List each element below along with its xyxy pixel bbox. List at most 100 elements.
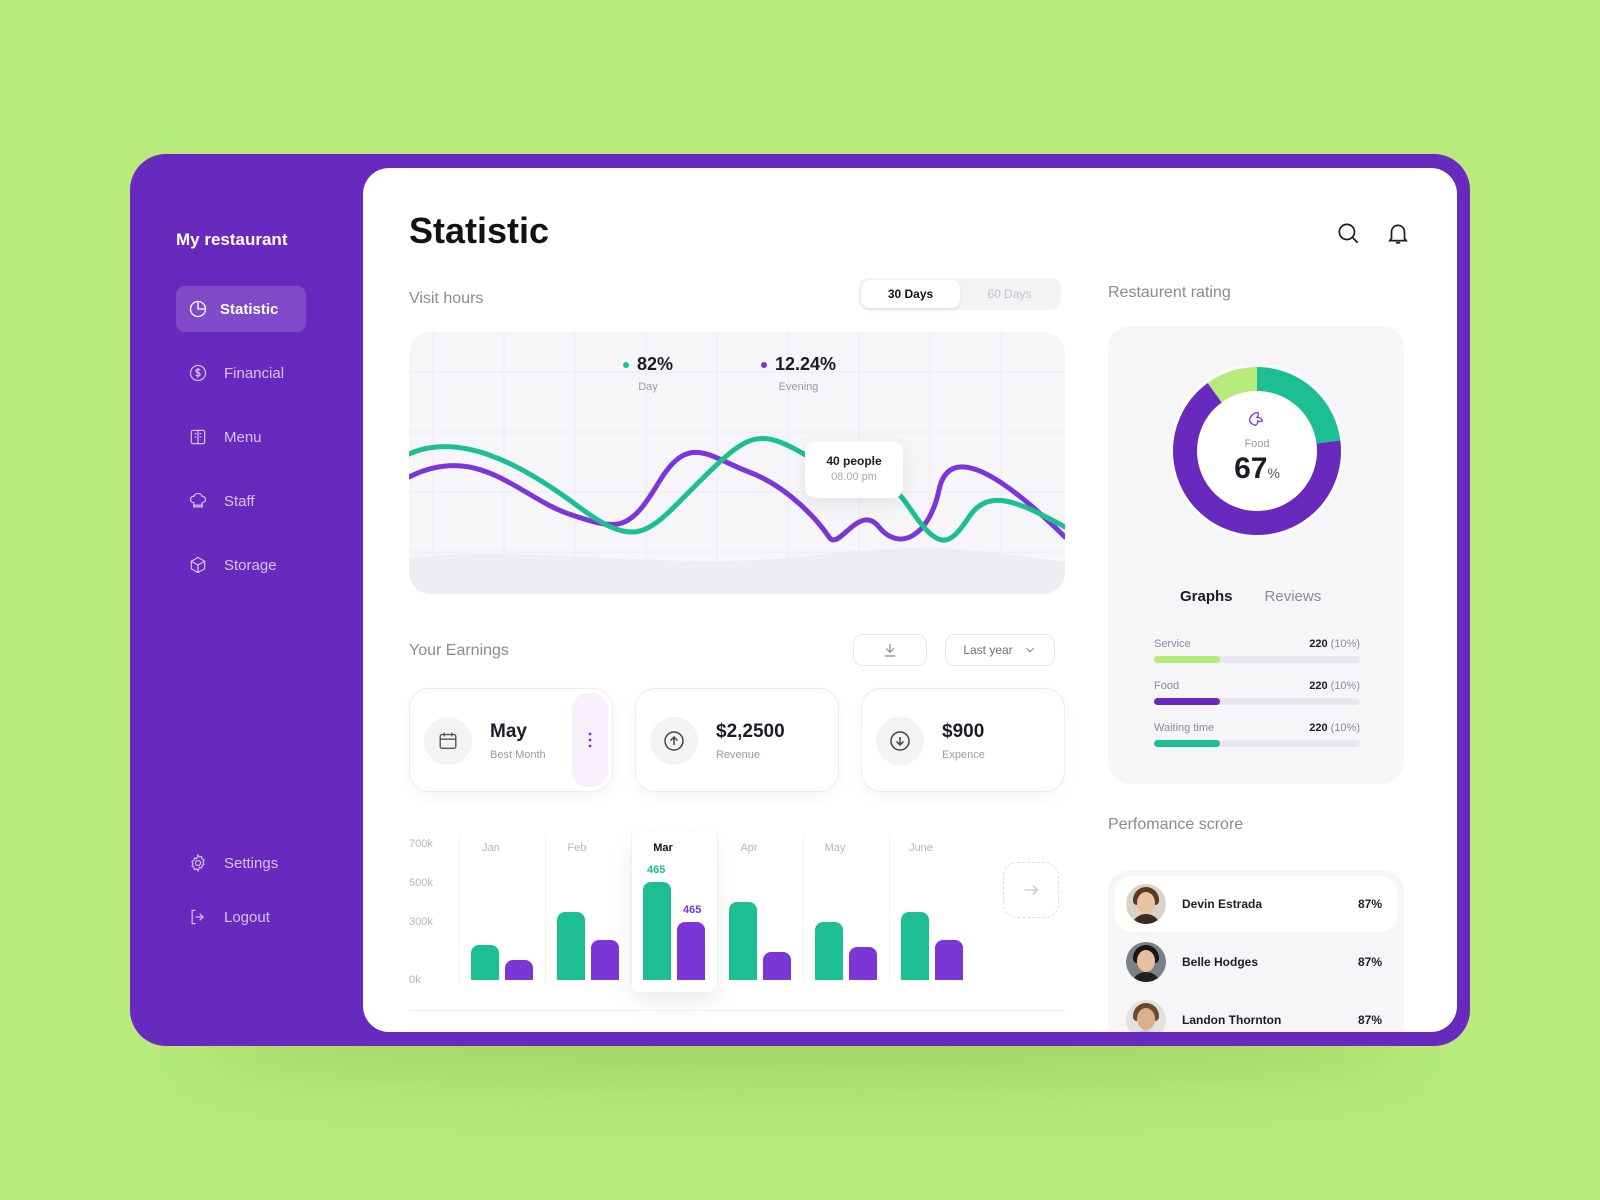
sidebar-item-storage[interactable]: Storage — [176, 542, 306, 588]
sidebar: My restaurant Statistic Financial Menu S… — [130, 154, 363, 1046]
rating-row-pct: (10%) — [1330, 722, 1360, 734]
bar-mar-0[interactable] — [643, 881, 671, 980]
month-label: Apr — [740, 842, 758, 854]
bar-june-1[interactable] — [935, 939, 963, 980]
tooltip-time: 08.00 pm — [831, 471, 877, 483]
earnings-label: Your Earnings — [409, 642, 509, 659]
range-toggle: 30 Days 60 Days — [859, 278, 1061, 310]
bar-mar-1[interactable] — [677, 922, 705, 980]
bar-may-1[interactable] — [849, 947, 877, 980]
search-icon[interactable] — [1335, 220, 1361, 246]
avatar — [1126, 1000, 1166, 1032]
bar-apr-1[interactable] — [763, 952, 791, 980]
sidebar-item-label: Storage — [224, 556, 277, 574]
header-actions — [1335, 220, 1411, 246]
tooltip-people: 40 people — [826, 454, 882, 468]
chart-tooltip: 40 people 08.00 pm — [805, 442, 903, 498]
rating-track — [1154, 740, 1360, 747]
donut-chart — [1170, 364, 1344, 538]
period-select[interactable]: Last year — [945, 634, 1055, 666]
donut-center-value: 67% — [1172, 452, 1342, 486]
food-percentage: 67 — [1234, 452, 1268, 485]
day-stat: 82% Day — [623, 354, 673, 393]
rating-row-service: Service 220 (10%) — [1154, 638, 1360, 663]
bar-feb-1[interactable] — [591, 939, 619, 980]
rating-fill — [1154, 740, 1220, 747]
tab-graphs[interactable]: Graphs — [1180, 588, 1233, 605]
bar-june-0[interactable] — [901, 912, 929, 980]
revenue-value: $2,2500 — [716, 721, 785, 742]
avatar — [1126, 942, 1166, 982]
bar-jan-1[interactable] — [505, 959, 533, 980]
range-30-days[interactable]: 30 Days — [861, 280, 960, 308]
person-name: Landon Thornton — [1182, 1013, 1282, 1027]
kebab-icon — [588, 732, 592, 748]
evening-line — [409, 449, 1065, 543]
rating-row-value: 220 — [1309, 680, 1328, 692]
rating-row-label: Waiting time — [1154, 722, 1215, 734]
month-divider — [459, 834, 460, 984]
rating-fill — [1154, 656, 1220, 663]
dollar-icon — [189, 364, 207, 382]
rating-row-label: Food — [1154, 680, 1180, 692]
y-tick-label: 300k — [409, 915, 433, 928]
revenue-card[interactable]: $2,2500 Revenue — [635, 688, 839, 792]
sidebar-item-statistic[interactable]: Statistic — [176, 286, 306, 332]
month-label: May — [824, 842, 846, 854]
rating-donut: Food 67% — [1170, 364, 1344, 538]
month-divider — [717, 834, 718, 984]
sidebar-item-financial[interactable]: Financial — [176, 350, 306, 396]
month-divider — [631, 834, 632, 984]
day-dot — [623, 361, 629, 368]
croissant-icon — [1249, 411, 1264, 427]
tab-reviews[interactable]: Reviews — [1264, 588, 1322, 605]
next-months-button[interactable] — [1003, 862, 1059, 918]
sidebar-item-label: Financial — [224, 364, 285, 382]
main-panel: Statistic Visit hours 30 Days 60 Days — [363, 168, 1457, 1032]
bar-feb-0[interactable] — [557, 912, 585, 980]
person-score: 87% — [1357, 1013, 1382, 1027]
evening-dot — [761, 361, 767, 368]
list-item[interactable]: Belle Hodges 87% — [1114, 934, 1398, 990]
sidebar-item-staff[interactable]: Staff — [176, 478, 306, 524]
expense-card[interactable]: $900 Expence — [861, 688, 1065, 792]
bar-apr-0[interactable] — [729, 902, 757, 980]
rating-tabs: Graphs Reviews — [1180, 588, 1321, 605]
download-icon — [884, 644, 896, 657]
bell-icon[interactable] — [1385, 220, 1411, 246]
sidebar-item-menu[interactable]: Menu — [176, 414, 306, 460]
sidebar-item-label: Statistic — [220, 300, 279, 318]
brand-name: My restaurant — [176, 230, 288, 249]
list-item[interactable]: Devin Estrada 87% — [1114, 876, 1398, 932]
sidebar-item-settings[interactable]: Settings — [176, 840, 326, 886]
best-month-card[interactable]: May Best Month — [409, 688, 613, 792]
person-name: Devin Estrada — [1182, 897, 1263, 911]
calendar-icon — [424, 717, 472, 765]
donut-center-label: Food — [1244, 438, 1270, 450]
bar-jan-0[interactable] — [471, 944, 499, 980]
sidebar-item-label: Logout — [224, 908, 270, 926]
list-item[interactable]: Landon Thornton 87% — [1114, 992, 1398, 1032]
rating-track — [1154, 656, 1360, 663]
rating-row-pct: (10%) — [1330, 680, 1360, 692]
earnings-bar-chart: 700k 500k 300k 0k Jan Feb Mar 465 465 Apr May June — [409, 824, 1065, 1024]
sidebar-item-logout[interactable]: Logout — [176, 894, 326, 940]
performance-list: Devin Estrada 87% Belle Hodges 87% Lando… — [1108, 870, 1404, 1032]
more-options-button[interactable] — [572, 693, 608, 787]
sidebar-nav: Statistic Financial Menu Staff Storage — [176, 286, 306, 606]
rating-row-waiting-time: Waiting time 220 (10%) — [1154, 722, 1360, 747]
gear-icon — [191, 853, 205, 873]
month-label: Feb — [567, 842, 587, 854]
month-divider — [803, 834, 804, 984]
bar-may-0[interactable] — [815, 922, 843, 980]
sidebar-bottom-nav: Settings Logout — [176, 840, 326, 948]
percent-unit: % — [1267, 465, 1280, 481]
rating-row-label: Service — [1154, 638, 1191, 650]
best-month-value: May — [490, 721, 527, 742]
download-button[interactable] — [853, 634, 927, 666]
day-line — [409, 435, 1065, 543]
donut-segment-purple — [1173, 367, 1341, 535]
y-tick-label: 0k — [409, 974, 421, 986]
range-60-days[interactable]: 60 Days — [987, 287, 1032, 301]
y-tick-label: 500k — [409, 876, 433, 889]
